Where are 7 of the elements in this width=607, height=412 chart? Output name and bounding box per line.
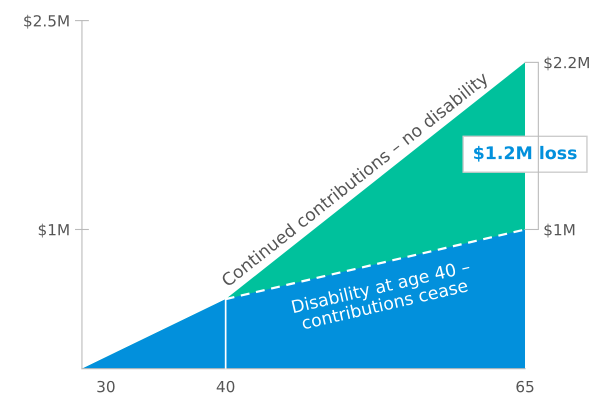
y2-tick-label: $1M (544, 224, 574, 238)
x-tick-label: 65 (516, 380, 534, 392)
y2-tick-label: $2.2M (544, 56, 589, 70)
annotation: $1.2M loss (474, 146, 577, 162)
x-tick-label: 30 (97, 380, 115, 392)
y-tick-label: $2.5M (24, 14, 69, 29)
x-tick-label: 40 (216, 380, 234, 392)
